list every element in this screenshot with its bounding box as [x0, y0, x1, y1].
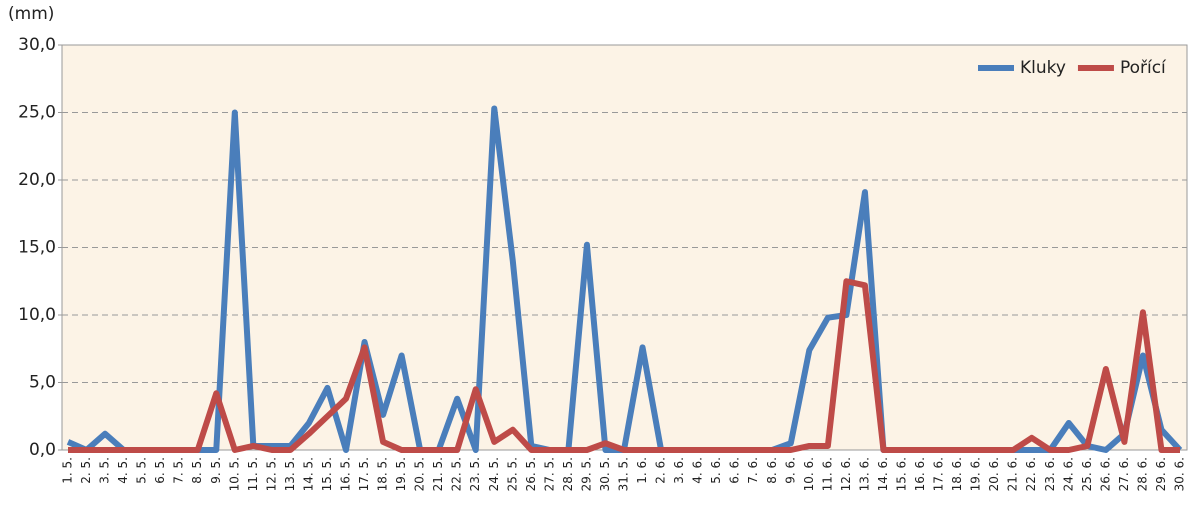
y-tick-label: 30,0 — [18, 35, 56, 55]
x-tick-label: 11. 5. — [246, 457, 260, 491]
x-tick-label: 28. 6. — [1135, 457, 1149, 491]
x-tick-label: 31. 5. — [617, 457, 631, 491]
x-tick-label: 18. 6. — [950, 457, 964, 491]
x-tick-label: 16. 5. — [339, 457, 353, 491]
x-tick-label: 7. 6. — [746, 457, 760, 484]
x-tick-label: 10. 6. — [802, 457, 816, 491]
x-tick-label: 5. 6. — [709, 457, 723, 484]
x-tick-label: 23. 6. — [1043, 457, 1057, 491]
y-tick-label: 20,0 — [18, 170, 56, 190]
x-tick-label: 4. 6. — [691, 457, 705, 484]
x-tick-label: 24. 6. — [1061, 457, 1075, 491]
legend-label: Pořící — [1120, 58, 1167, 78]
x-tick-label: 2. 5. — [79, 457, 93, 484]
x-tick-label: 19. 5. — [394, 457, 408, 491]
y-tick-label: 5,0 — [29, 373, 56, 393]
x-tick-label: 5. 5. — [135, 457, 149, 484]
x-tick-label: 21. 5. — [431, 457, 445, 491]
x-tick-label: 26. 5. — [524, 457, 538, 491]
x-tick-label: 26. 6. — [1098, 457, 1112, 491]
x-tick-label: 10. 5. — [227, 457, 241, 491]
x-tick-label: 28. 5. — [561, 457, 575, 491]
x-tick-label: 3. 6. — [672, 457, 686, 484]
x-tick-label: 22. 6. — [1024, 457, 1038, 491]
x-tick-label: 6. 5. — [153, 457, 167, 484]
x-tick-label: 20. 6. — [987, 457, 1001, 491]
x-tick-label: 18. 5. — [376, 457, 390, 491]
x-tick-label: 27. 6. — [1117, 457, 1131, 491]
x-tick-label: 9. 6. — [783, 457, 797, 484]
y-axis-unit: (mm) — [8, 4, 54, 24]
x-tick-label: 29. 5. — [579, 457, 593, 491]
x-tick-label: 15. 6. — [895, 457, 909, 491]
x-tick-label: 9. 5. — [209, 457, 223, 484]
y-tick-label: 10,0 — [18, 305, 56, 325]
x-tick-label: 15. 5. — [320, 457, 334, 491]
y-tick-label: 15,0 — [18, 238, 56, 258]
x-tick-label: 20. 5. — [413, 457, 427, 491]
x-tick-label: 13. 5. — [283, 457, 297, 491]
x-tick-label: 21. 6. — [1006, 457, 1020, 491]
x-tick-label: 23. 5. — [468, 457, 482, 491]
x-tick-label: 17. 6. — [932, 457, 946, 491]
x-tick-label: 12. 6. — [839, 457, 853, 491]
x-tick-label: 2. 6. — [654, 457, 668, 484]
x-tick-label: 25. 6. — [1080, 457, 1094, 491]
x-tick-label: 12. 5. — [264, 457, 278, 491]
legend-label: Kluky — [1020, 58, 1066, 78]
x-tick-label: 4. 5. — [116, 457, 130, 484]
x-tick-label: 8. 6. — [765, 457, 779, 484]
x-tick-label: 30. 5. — [598, 457, 612, 491]
x-tick-label: 13. 6. — [857, 457, 871, 491]
x-tick-label: 25. 5. — [505, 457, 519, 491]
x-tick-label: 19. 6. — [969, 457, 983, 491]
x-tick-label: 30. 6. — [1173, 457, 1187, 491]
y-tick-label: 25,0 — [18, 103, 56, 123]
x-tick-label: 11. 6. — [820, 457, 834, 491]
x-tick-label: 14. 5. — [301, 457, 315, 491]
y-tick-label: 0,0 — [29, 440, 56, 460]
x-tick-label: 16. 6. — [913, 457, 927, 491]
x-tick-label: 24. 5. — [487, 457, 501, 491]
x-tick-label: 7. 5. — [172, 457, 186, 484]
x-tick-label: 8. 5. — [190, 457, 204, 484]
series-line — [68, 278, 1180, 453]
x-tick-label: 1. 5. — [61, 457, 75, 484]
x-tick-label: 1. 6. — [635, 457, 649, 484]
x-tick-label: 29. 6. — [1154, 457, 1168, 491]
x-tick-label: 17. 5. — [357, 457, 371, 491]
x-tick-label: 3. 5. — [98, 457, 112, 484]
x-tick-label: 27. 5. — [542, 457, 556, 491]
x-tick-label: 14. 6. — [876, 457, 890, 491]
x-tick-label: 22. 5. — [450, 457, 464, 491]
x-tick-label: 6. 6. — [728, 457, 742, 484]
